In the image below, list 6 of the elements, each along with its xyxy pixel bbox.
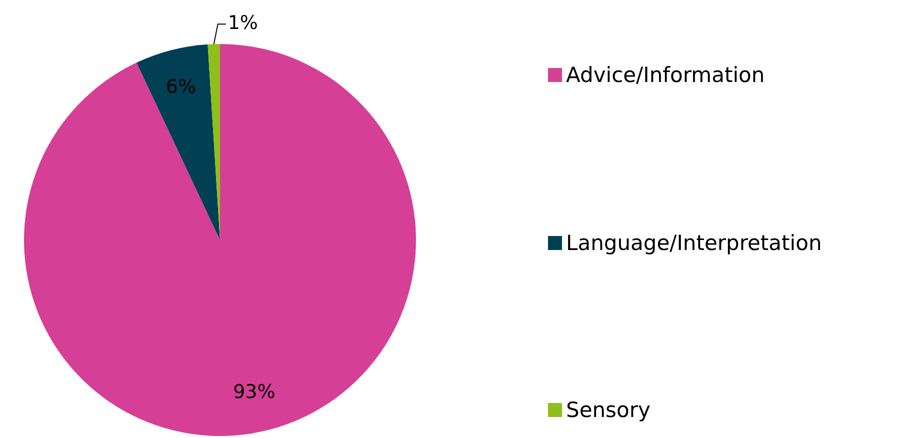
data-label: 6% [166,76,196,98]
legend-label: Advice/Information [566,63,765,87]
legend-label: Sensory [566,398,650,422]
data-label: 1% [228,12,258,34]
legend-label: Language/Interpretation [566,230,822,254]
data-label: 93% [233,380,276,403]
